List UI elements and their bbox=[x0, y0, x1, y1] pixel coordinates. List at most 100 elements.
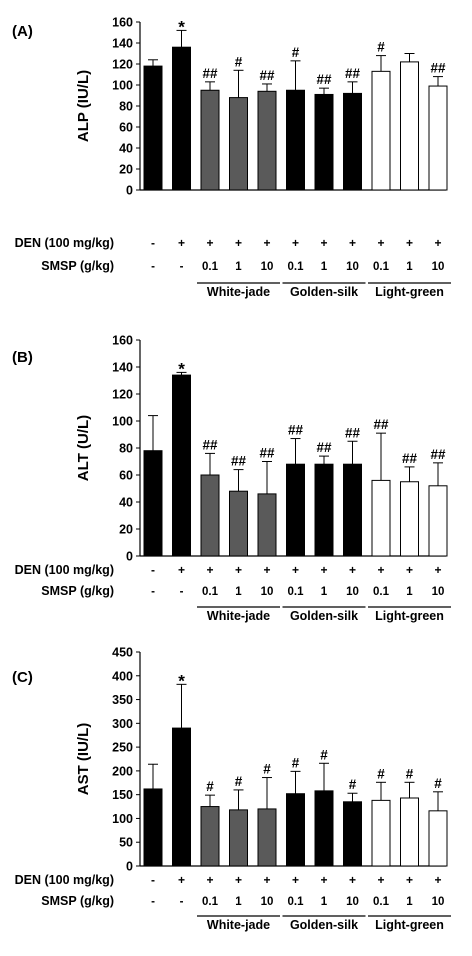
significance-marker: # bbox=[292, 45, 300, 60]
significance-marker: ## bbox=[202, 437, 218, 452]
bar bbox=[428, 810, 448, 867]
den-value: + bbox=[320, 236, 327, 250]
y-tick-label: 100 bbox=[112, 79, 133, 93]
den-value: + bbox=[320, 563, 327, 577]
significance-marker: # bbox=[377, 766, 385, 781]
y-tick-label: 160 bbox=[112, 334, 133, 348]
y-tick-label: 50 bbox=[119, 836, 133, 850]
bar bbox=[371, 70, 391, 191]
bar bbox=[200, 89, 220, 191]
smsp-value: 10 bbox=[346, 586, 359, 598]
smsp-value: 1 bbox=[321, 586, 328, 598]
significance-marker: ## bbox=[430, 61, 446, 76]
significance-marker: # bbox=[292, 755, 300, 770]
y-tick-label: 350 bbox=[112, 693, 133, 707]
significance-marker: # bbox=[434, 776, 442, 791]
chart-panel-b: (B) ALT (U/L) 0 20 40 60 80 100 120 140 160 - - * + - ##… bbox=[12, 334, 451, 623]
y-tick-label: 60 bbox=[119, 121, 133, 135]
y-tick-label: 120 bbox=[112, 58, 133, 72]
significance-marker: ## bbox=[231, 454, 247, 469]
significance-marker: * bbox=[178, 671, 185, 690]
bar bbox=[286, 793, 305, 867]
bar bbox=[428, 485, 448, 557]
y-axis-label: ALP (IU/L) bbox=[75, 70, 92, 142]
significance-marker: ## bbox=[345, 66, 361, 81]
significance-marker: # bbox=[235, 54, 243, 69]
smsp-value: 10 bbox=[432, 586, 445, 598]
bar bbox=[172, 374, 191, 557]
group-label: Golden-silk bbox=[290, 609, 358, 623]
significance-marker: ## bbox=[316, 72, 332, 87]
smsp-value: 0.1 bbox=[288, 261, 305, 273]
smsp-row-label: SMSP (g/kg) bbox=[41, 584, 114, 598]
smsp-value: 10 bbox=[432, 896, 445, 908]
bar bbox=[229, 490, 248, 557]
smsp-value: 0.1 bbox=[288, 586, 305, 598]
smsp-value: 1 bbox=[321, 261, 328, 273]
group-label: White-jade bbox=[207, 918, 270, 932]
den-value: + bbox=[434, 873, 441, 887]
y-tick-label: 20 bbox=[119, 523, 133, 537]
den-value: + bbox=[349, 236, 356, 250]
y-tick-label: 80 bbox=[119, 442, 133, 456]
panel-label: (A) bbox=[12, 23, 33, 40]
y-axis-label: AST (IU/L) bbox=[75, 723, 92, 796]
y-tick-label: 0 bbox=[126, 550, 133, 564]
smsp-value: 0.1 bbox=[373, 261, 390, 273]
den-value: + bbox=[349, 873, 356, 887]
significance-marker: # bbox=[349, 777, 357, 792]
den-value: - bbox=[151, 873, 155, 887]
smsp-value: 0.1 bbox=[202, 586, 219, 598]
smsp-value: 1 bbox=[235, 586, 242, 598]
y-tick-label: 40 bbox=[119, 142, 133, 156]
group-label: Light-green bbox=[375, 918, 444, 932]
bar bbox=[371, 799, 391, 867]
den-value: + bbox=[377, 236, 384, 250]
smsp-value: 0.1 bbox=[202, 261, 219, 273]
y-tick-label: 400 bbox=[112, 669, 133, 683]
y-tick-label: 100 bbox=[112, 415, 133, 429]
den-row-label: DEN (100 mg/kg) bbox=[15, 873, 114, 887]
smsp-value: 0.1 bbox=[202, 896, 219, 908]
den-value: + bbox=[235, 873, 242, 887]
den-value: + bbox=[406, 873, 413, 887]
den-value: + bbox=[406, 236, 413, 250]
smsp-value: 1 bbox=[235, 261, 242, 273]
chart-panel-a: (A) ALP (IU/L) 0 20 40 60 80 100 120 140 160 - - * + - #… bbox=[12, 16, 451, 299]
significance-marker: ## bbox=[430, 447, 446, 462]
den-value: + bbox=[377, 873, 384, 887]
significance-marker: ## bbox=[259, 68, 275, 83]
significance-marker: ## bbox=[373, 417, 389, 432]
smsp-value: 10 bbox=[261, 586, 274, 598]
smsp-value: 10 bbox=[261, 896, 274, 908]
significance-marker: ## bbox=[316, 440, 332, 455]
significance-marker: * bbox=[178, 17, 185, 36]
chart-panel-c: (C) AST (IU/L) 0 50 100 150 200 250 300 350 400 450… bbox=[12, 646, 451, 932]
smsp-value: 1 bbox=[321, 896, 328, 908]
group-label: Light-green bbox=[375, 285, 444, 299]
y-tick-label: 80 bbox=[119, 100, 133, 114]
smsp-value: 1 bbox=[235, 896, 242, 908]
smsp-value: 10 bbox=[346, 896, 359, 908]
bar bbox=[314, 93, 334, 191]
smsp-value: 1 bbox=[406, 261, 413, 273]
significance-marker: # bbox=[235, 774, 243, 789]
den-value: + bbox=[263, 563, 270, 577]
significance-marker: # bbox=[320, 747, 328, 762]
bar bbox=[229, 97, 248, 191]
smsp-value: 0.1 bbox=[373, 586, 390, 598]
group-label: Golden-silk bbox=[290, 285, 358, 299]
bar bbox=[257, 90, 277, 191]
y-tick-label: 140 bbox=[112, 361, 133, 375]
panel-label: (B) bbox=[12, 349, 33, 366]
den-value: + bbox=[434, 563, 441, 577]
den-value: + bbox=[235, 236, 242, 250]
den-value: + bbox=[406, 563, 413, 577]
significance-marker: ## bbox=[259, 446, 275, 461]
den-value: + bbox=[263, 873, 270, 887]
y-tick-label: 200 bbox=[112, 764, 133, 778]
smsp-value: 10 bbox=[261, 261, 274, 273]
bar bbox=[257, 808, 277, 867]
bar bbox=[143, 788, 163, 867]
bar bbox=[172, 727, 191, 867]
